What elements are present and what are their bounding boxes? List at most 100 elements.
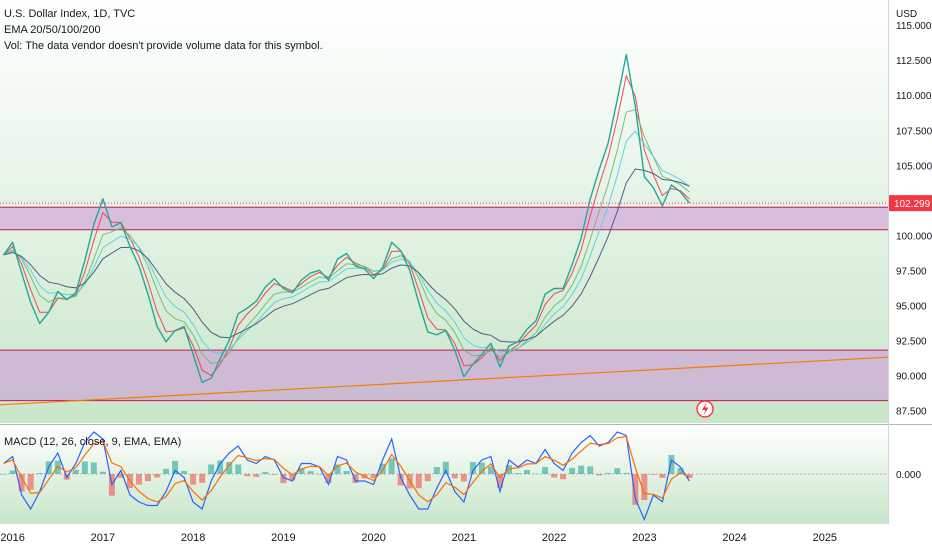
ema-20-line[interactable] [3,74,690,377]
price-tick-label: 90.000 [896,371,927,382]
macd-histogram-bar [343,470,350,474]
macd-histogram-bar [578,465,585,474]
macd-histogram-bar [659,474,666,478]
macd-histogram-bar [623,472,630,474]
macd-histogram-bar [478,462,485,474]
price-tick-label: 87.500 [896,406,927,417]
legend-ema[interactable]: EMA 20/50/100/200 [4,24,101,36]
macd-histogram-bar [442,461,449,474]
lightning-icon[interactable] [696,400,714,418]
macd-histogram-bar [27,474,34,490]
macd-histogram-bar [415,474,422,489]
macd-histogram-bar [469,461,476,474]
macd-histogram-bar [460,474,467,482]
time-tick-label: 2016 [0,532,24,544]
time-tick-label: 2018 [181,532,205,544]
macd-histogram-bar [217,460,224,474]
macd-histogram-bar [560,474,567,480]
macd-histogram-bar [587,466,594,474]
macd-histogram-bar [163,468,170,474]
macd-histogram-bar [605,472,612,474]
time-tick-label: 2020 [361,532,385,544]
time-axis-background [0,524,932,550]
macd-histogram-bar [235,464,242,474]
macd-histogram-bar [99,471,106,474]
macd-histogram-bar [9,470,16,474]
macd-histogram-bar [551,474,558,478]
macd-histogram-bar [262,471,269,474]
ema-100-line[interactable] [3,130,690,355]
resistance-zone[interactable] [0,207,888,230]
macd-histogram-bar [226,461,233,474]
macd-histogram-bar [515,473,521,474]
time-tick-label: 2021 [452,532,476,544]
macd-histogram-bar [181,470,188,474]
time-tick-label: 2023 [632,532,656,544]
macd-histogram-bar [397,474,404,486]
macd-histogram-bar [569,467,576,474]
macd-zero-label: 0.000 [896,470,921,481]
macd-histogram-bar [650,474,657,475]
macd-histogram-bar [154,474,161,478]
macd-histogram-bar [668,454,675,474]
macd-histogram-bar [487,466,494,474]
macd-histogram-bar [280,474,287,484]
macd-histogram-bar [0,474,7,475]
macd-histogram-bar [524,470,531,474]
macd-histogram-bar [190,474,197,485]
price-series[interactable] [3,53,691,384]
macd-line[interactable] [3,431,691,522]
macd-histogram-bar [208,464,215,474]
macd-histogram-bar [686,474,693,478]
price-tick-label: 97.500 [896,266,927,277]
macd-histogram-bar [244,474,251,477]
macd-signal-line[interactable] [3,435,690,503]
macd-histogram-bar [334,464,341,474]
legend-symbol[interactable]: U.S. Dollar Index, 1D, TVC [4,8,136,20]
macd-histogram-bar [271,474,278,475]
macd-histogram-bar [117,474,124,478]
macd-histogram-bar [135,474,142,485]
ema-200-line[interactable] [3,168,690,343]
macd-histogram-bar [677,467,684,474]
macd-histogram-bar [81,461,88,474]
price-tick-label: 95.000 [896,301,927,312]
price-tick-label: 107.500 [896,126,932,137]
macd-histogram-bar [307,471,314,474]
legend-volume[interactable]: Vol: The data vendor doesn't provide vol… [4,40,323,52]
macd-histogram-bar [289,474,296,481]
macd-histogram-bar [253,474,260,477]
macd-histogram-bar [596,474,603,476]
macd-histogram-bar [632,474,639,505]
macd-histogram-bar [614,468,621,474]
macd-histogram-bar [90,462,97,474]
trendline[interactable] [0,356,889,406]
macd-histogram-bar [72,469,79,474]
macd-histogram-bar [325,474,332,483]
macd-histogram-bar [496,474,503,488]
macd-histogram-bar [433,467,440,474]
time-tick-label: 2019 [271,532,295,544]
chart-legend: U.S. Dollar Index, 1D, TVC EMA 20/50/100… [4,6,323,54]
macd-histogram-bar [145,474,151,482]
macd-histogram-bar [298,468,305,474]
last-price-label: 102.299 [894,199,931,210]
price-tick-label: 92.500 [896,336,927,347]
time-tick-label: 2017 [91,532,115,544]
macd-histogram-bar [379,463,386,474]
price-tick-label: 112.500 [896,56,932,67]
time-tick-label: 2022 [542,532,566,544]
price-tick-label: 100.000 [896,231,932,242]
price-tick-label: 110.000 [896,91,932,102]
macd-histogram-bar [424,474,431,482]
macd-histogram-bar [199,474,206,483]
macd-histogram-bar [370,474,377,478]
support-zone[interactable] [0,350,888,401]
macd-histogram-bar [172,460,179,474]
macd-histogram-bar [36,473,43,474]
macd-legend[interactable]: MACD (12, 26, close, 9, EMA, EMA) [4,436,182,448]
macd-histogram-bar [316,474,323,475]
ema-50-line[interactable] [3,109,690,365]
